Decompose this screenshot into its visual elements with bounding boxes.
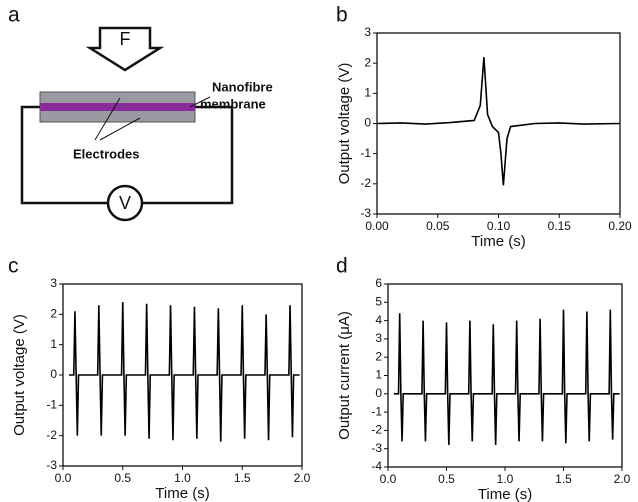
y-tick-label: -2: [371, 423, 382, 437]
chart: b -3 -2 -1 0 1 2 3 0.00 0.05 0.10 0.15 0.20 Time (s) O…: [336, 4, 632, 250]
y-tick-label: 0: [375, 386, 382, 400]
data-line: [68, 302, 300, 442]
wire: [20, 105, 108, 205]
y-tick-label: 3: [364, 25, 371, 39]
x-tick-label: 0.0: [380, 472, 397, 486]
y-axis-title: Output current (μA): [336, 311, 353, 440]
y-tick-label: 3: [375, 331, 382, 345]
x-tick-label: 0.10: [487, 219, 511, 233]
x-axis-title: Time (s): [478, 486, 532, 502]
panel-label: c: [8, 255, 19, 278]
y-tick-label: -3: [360, 206, 371, 220]
y-tick-label: 0: [364, 116, 371, 130]
y-axis-title: Output voltage (V): [336, 63, 353, 185]
y-tick-label: 4: [375, 313, 382, 327]
electrodes-label: Electrodes: [73, 146, 139, 161]
x-tick-label: 0.5: [438, 472, 455, 486]
data-line: [376, 57, 621, 186]
panel-label: d: [336, 255, 348, 278]
y-axis-title: Output voltage (V): [11, 314, 28, 436]
y-tick-label: 1: [50, 337, 57, 351]
panel-label: b: [336, 4, 348, 27]
x-tick-label: 1.5: [234, 471, 251, 485]
data-line: [393, 309, 620, 446]
x-tick-label: 0.20: [608, 219, 632, 233]
x-tick-label: 0.0: [55, 471, 72, 485]
x-tick-label: 0.15: [548, 219, 572, 233]
x-tick-label: 2.0: [614, 472, 631, 486]
y-tick-label: 2: [375, 349, 382, 363]
x-tick-label: 1.5: [555, 472, 572, 486]
y-tick-label: -2: [360, 176, 371, 190]
chart: c -3 -2 -1 0 1 2 3 0.0 0.5 1.0 1.5 2.0 Time (s) Output…: [8, 255, 311, 502]
y-tick-label: 3: [50, 276, 57, 290]
y-tick-label: -1: [46, 398, 57, 412]
x-tick-label: 2.0: [294, 471, 311, 485]
panel-label: a: [8, 4, 20, 27]
y-tick-label: 1: [364, 86, 371, 100]
x-axis-title: Time (s): [155, 485, 209, 502]
membrane-label: Nanofibre: [212, 79, 273, 94]
voltmeter-label: V: [119, 193, 131, 213]
force-label: F: [120, 29, 131, 49]
y-tick-label: -1: [360, 146, 371, 160]
chart: d -4 -3 -2 -1 0 1 2 3 4 5 6 0.0 0.5 1.0 1.5 2.0 Time (s) O…: [336, 255, 631, 502]
x-axis-title: Time (s): [471, 233, 525, 250]
x-tick-label: 0.05: [426, 219, 450, 233]
leader-line: [94, 97, 121, 141]
y-tick-label: 0: [50, 367, 57, 381]
x-tick-label: 1.0: [174, 471, 191, 485]
x-tick-label: 0.5: [114, 471, 131, 485]
voltmeter: [106, 184, 144, 222]
y-tick-label: -2: [46, 428, 57, 442]
y-tick-label: 2: [50, 307, 57, 321]
leader-line: [99, 117, 141, 141]
y-tick-label: -3: [371, 441, 382, 455]
x-tick-label: 1.0: [497, 472, 514, 486]
y-tick-label: 6: [375, 276, 382, 290]
leader-line: [189, 96, 211, 108]
y-tick-label: 5: [375, 294, 382, 308]
y-tick-label: 2: [364, 55, 371, 69]
membrane-label: membrane: [200, 96, 266, 111]
y-tick-label: -3: [46, 458, 57, 472]
y-tick-label: -4: [371, 459, 382, 473]
force-arrow: [85, 26, 165, 72]
y-tick-label: -1: [371, 404, 382, 418]
nanofibre-layer: [40, 103, 195, 111]
wire: [142, 105, 234, 205]
y-tick-label: 1: [375, 368, 382, 382]
diagram: a F V Nanofibre membrane Electrodes: [8, 4, 273, 222]
x-tick-label: 0.00: [365, 219, 389, 233]
